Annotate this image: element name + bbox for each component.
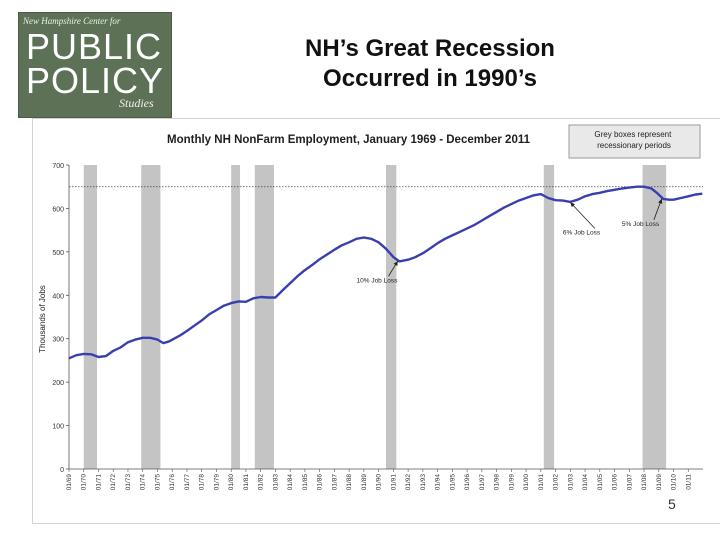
- chart-panel: 0 100 200 300 400 500 600 700 01/69 01/70 01/71 01/…: [32, 118, 720, 524]
- annotation-arrowhead: [570, 202, 575, 208]
- page-number: 5: [668, 496, 676, 512]
- slide-title-line-1: NH’s Great Recession: [305, 35, 555, 62]
- x-tick-label: 01/76: [169, 474, 176, 491]
- logo-word-studies: Studies: [119, 96, 154, 110]
- x-tick-label: 01/90: [376, 474, 383, 491]
- slide-title-line-2: Occurred in 1990’s: [323, 65, 537, 92]
- recession-band: [642, 165, 667, 469]
- logo-word-policy: POLICY: [26, 60, 165, 101]
- annotations-group: 10% Job Loss 6% Job Loss 5% Job Loss: [357, 198, 663, 284]
- x-tick-label: 01/78: [199, 474, 206, 491]
- x-tick-label: 01/08: [641, 474, 648, 491]
- x-tick-label: 01/73: [125, 474, 132, 491]
- legend-box: [568, 124, 701, 159]
- x-tick-label: 01/77: [184, 474, 191, 491]
- y-tick-label: 700: [52, 163, 64, 170]
- x-tick-label: 01/75: [154, 474, 161, 491]
- annotation-arrowhead: [658, 198, 663, 204]
- x-tick-label: 01/91: [390, 474, 397, 491]
- x-tick-label: 01/92: [405, 474, 412, 491]
- x-tick-label: 01/99: [508, 474, 515, 491]
- employment-line-chart: 0 100 200 300 400 500 600 700 01/69 01/70 01/71 01/…: [38, 124, 703, 490]
- x-tick-label: 01/11: [685, 474, 692, 490]
- x-tick-label: 01/87: [331, 474, 338, 491]
- recession-band: [83, 165, 98, 469]
- recession-band: [141, 165, 161, 469]
- logo-org-line: New Hampshire Center for: [23, 16, 121, 26]
- y-tick-label: 0: [60, 467, 64, 474]
- employment-series-line: [68, 185, 703, 360]
- x-tick-label: 01/94: [435, 474, 442, 491]
- slide-title: NH’s Great Recession Occurred in 1990’s: [220, 34, 640, 94]
- x-tick-label: 01/81: [243, 474, 250, 491]
- chart-title: Monthly NH NonFarm Employment, January 1…: [167, 134, 531, 146]
- annotation-arrow: [570, 202, 596, 229]
- x-tick-label: 01/84: [287, 474, 294, 491]
- annotation-label: 10% Job Loss: [357, 277, 399, 284]
- recession-band: [254, 165, 274, 469]
- axes-group: 0 100 200 300 400 500 600 700 01/69 01/70 01/71 01/…: [52, 163, 703, 490]
- annotation-arrowhead: [393, 260, 398, 266]
- x-tick-label: 01/98: [494, 474, 501, 491]
- x-tick-label: 01/89: [361, 474, 368, 491]
- x-tick-label: 01/04: [582, 474, 589, 491]
- x-tick-label: 01/93: [420, 474, 427, 491]
- y-tick-label: 300: [52, 337, 64, 344]
- legend-text: Grey boxes represent recessionary period…: [594, 130, 673, 150]
- x-tick-label: 01/10: [671, 474, 678, 491]
- x-tick-label: 01/06: [612, 474, 619, 491]
- x-tick-label: 01/70: [81, 474, 88, 491]
- x-tick-label: 01/69: [66, 474, 73, 491]
- legend-text-line-2: recessionary periods: [597, 141, 671, 150]
- x-tick-label: 01/71: [95, 474, 102, 491]
- x-tick-label: 01/02: [553, 474, 560, 491]
- annotation-label: 5% Job Loss: [622, 221, 660, 228]
- x-tick-label: 01/96: [464, 474, 471, 491]
- x-tick-label: 01/95: [449, 474, 456, 491]
- y-axis-label: Thousands of Jobs: [38, 285, 47, 353]
- recession-bands: [83, 165, 667, 469]
- y-tick-label: 400: [52, 293, 64, 300]
- x-tick-label: 01/85: [302, 474, 309, 491]
- x-tick-label: 01/83: [272, 474, 279, 491]
- y-tick-label: 100: [52, 424, 64, 431]
- x-tick-label: 01/05: [597, 474, 604, 491]
- recession-band: [231, 165, 241, 469]
- x-tick-label: 01/00: [523, 474, 530, 491]
- recession-band: [386, 165, 397, 469]
- x-tick-label: 01/80: [228, 474, 235, 491]
- x-tick-label: 01/82: [258, 474, 265, 491]
- x-tick-label: 01/72: [110, 474, 117, 491]
- x-tick-label: 01/88: [346, 474, 353, 491]
- x-tick-label: 01/01: [538, 474, 545, 491]
- x-tick-label: 01/07: [626, 474, 633, 491]
- x-tick-label: 01/79: [213, 474, 220, 491]
- x-tick-label: 01/03: [567, 474, 574, 491]
- logo-word-public: PUBLIC: [26, 26, 163, 67]
- legend-text-line-1: Grey boxes represent: [594, 130, 672, 139]
- x-tick-label: 01/86: [317, 474, 324, 491]
- x-tick-label: 01/09: [656, 474, 663, 491]
- y-tick-label: 500: [52, 250, 64, 257]
- recession-band: [543, 165, 555, 469]
- annotation-label: 6% Job Loss: [563, 229, 601, 236]
- organization-logo: New Hampshire Center for PUBLIC POLICY S…: [18, 12, 172, 118]
- x-tick-label: 01/97: [479, 474, 486, 491]
- y-tick-label: 200: [52, 380, 64, 387]
- x-tick-label: 01/74: [140, 474, 147, 491]
- y-tick-label: 600: [52, 206, 64, 213]
